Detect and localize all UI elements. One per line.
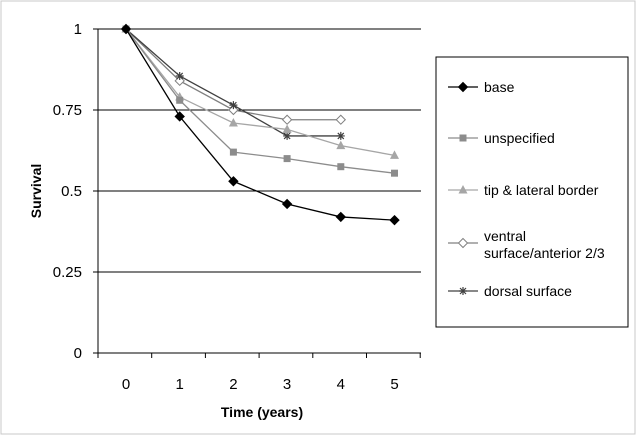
legend: base unspecified tip & lateral border ventr… <box>435 56 629 328</box>
legend-label-0: base <box>484 79 515 95</box>
legend-marker-0 <box>457 81 469 93</box>
series-line <box>125 28 395 174</box>
data-point <box>390 150 399 159</box>
legend-box <box>435 56 629 328</box>
y-tick-label: 0 <box>74 345 82 362</box>
data-point <box>229 101 238 110</box>
data-point <box>283 131 292 140</box>
data-point <box>281 198 293 210</box>
data-point <box>175 71 184 80</box>
data-point <box>228 176 239 187</box>
x-tick-label: 1 <box>176 376 184 393</box>
series-0 <box>120 23 400 226</box>
x-tick-label: 3 <box>283 376 291 393</box>
x-axis-title: Time (years) <box>221 404 303 420</box>
legend-label-3-line-1: surface/anterior 2/3 <box>484 245 605 261</box>
legend-marker-1 <box>459 134 467 142</box>
x-tick-label: 2 <box>229 376 237 393</box>
legend-label-2: tip & lateral border <box>484 182 599 198</box>
y-tick-label: 0.25 <box>53 264 82 281</box>
x-tick-label: 4 <box>337 376 345 393</box>
legend-marker-2 <box>458 185 468 194</box>
data-point <box>336 140 346 150</box>
data-point <box>229 148 237 156</box>
legend-label-3-line-0: ventral <box>484 228 526 244</box>
y-axis-title: Survival <box>28 164 44 218</box>
data-point <box>283 155 291 163</box>
data-point <box>282 124 292 133</box>
x-tick-label: 0 <box>122 376 130 393</box>
data-point <box>174 111 185 122</box>
y-tick-label: 1 <box>74 21 82 38</box>
legend-label-1: unspecified <box>484 130 555 146</box>
data-point <box>335 114 347 125</box>
data-point <box>228 117 238 127</box>
series-line <box>125 28 395 156</box>
data-point <box>281 114 293 125</box>
y-tick-label: 0.5 <box>61 183 82 200</box>
legend-label-4: dorsal surface <box>484 283 572 299</box>
data-point <box>336 131 345 140</box>
legend-marker-4 <box>459 287 467 295</box>
series-line <box>125 28 395 221</box>
data-point <box>335 211 347 223</box>
data-point <box>391 169 398 177</box>
data-point <box>176 96 184 104</box>
data-point <box>337 163 345 171</box>
data-point <box>120 23 132 35</box>
data-point <box>389 214 400 226</box>
legend-marker-3 <box>457 237 469 249</box>
y-tick-label: 0.75 <box>53 102 82 119</box>
x-tick-label: 5 <box>390 376 398 393</box>
